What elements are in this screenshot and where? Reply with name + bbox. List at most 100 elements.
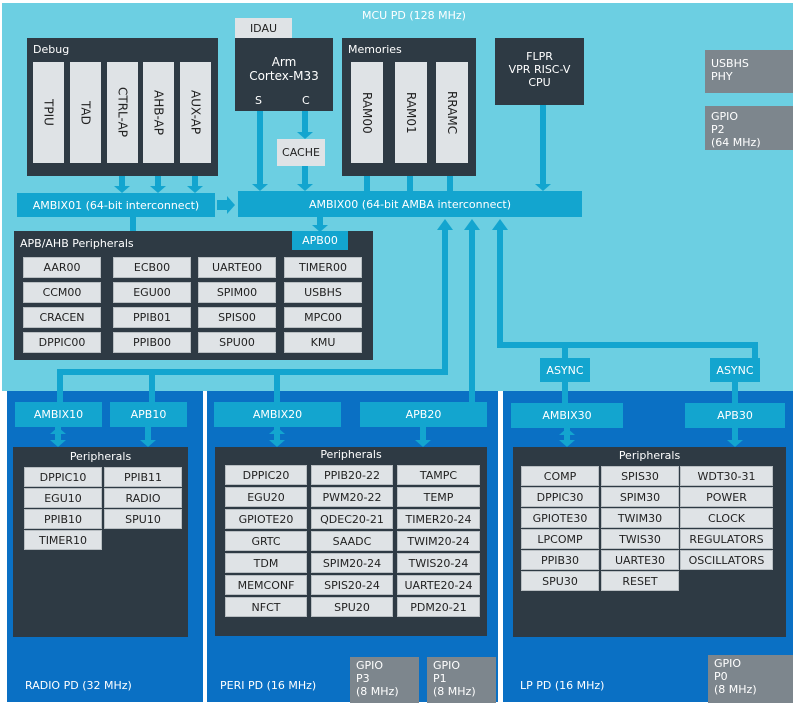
lp-peripheral: RESET xyxy=(601,571,679,591)
async-right: ASYNC xyxy=(710,358,760,382)
peri-peripheral: DPPIC20 xyxy=(225,465,307,485)
lp-peripheral: TWIM30 xyxy=(601,508,679,528)
gpio-p3-line1: GPIO xyxy=(356,659,384,672)
gpio-p1-line3: (8 MHz) xyxy=(433,685,476,698)
ambix01-to-ambix00-arrow-head xyxy=(227,196,235,214)
gpio-p2-line1: GPIO xyxy=(711,110,739,123)
peri-peripheral: SPU20 xyxy=(311,597,393,617)
lp-peripheral: CLOCK xyxy=(680,508,773,528)
apb-ahb-peripheral: KMU xyxy=(284,332,362,353)
peri-peripheral: EGU20 xyxy=(225,487,307,507)
radio-pd-label: RADIO PD (32 MHz) xyxy=(25,679,132,692)
bidirectional-arrow-head xyxy=(559,428,575,435)
apb-ahb-peripheral: CCM00 xyxy=(23,282,101,303)
radio-peripheral: RADIO xyxy=(104,488,182,508)
peri-peripherals-title: Peripherals xyxy=(320,448,382,461)
ambix30-bus: AMBIX30 xyxy=(511,403,623,428)
mcu-pd-label: MCU PD (128 MHz) xyxy=(362,9,466,22)
lp-peripheral: REGULATORS xyxy=(680,529,773,549)
apb-ahb-peripheral: USBHS xyxy=(284,282,362,303)
bus-to-peripherals-arrow-head xyxy=(415,440,431,447)
bidirectional-arrow-head xyxy=(269,427,285,434)
lp-peripherals-title: Peripherals xyxy=(618,449,681,462)
bidirectional-arrow-head xyxy=(50,427,66,434)
apb-ahb-peripheral: DPPIC00 xyxy=(23,332,101,353)
peri-peripheral: TDM xyxy=(225,553,307,573)
debug-to-ambix01-arrow-head xyxy=(187,186,203,193)
lp-peripheral: SPIM30 xyxy=(601,487,679,507)
cpu-line1: Arm xyxy=(271,55,297,69)
radio-peripheral: PPIB11 xyxy=(104,467,182,487)
apb-ahb-peripheral: SPIS00 xyxy=(198,307,276,328)
lp-peripheral: LPCOMP xyxy=(521,529,599,549)
ambix10-bus: AMBIX10 xyxy=(15,402,102,427)
apb-ahb-peripheral: SPU00 xyxy=(198,332,276,353)
gpio-p2-line3: (64 MHz) xyxy=(711,136,761,149)
cache-block: CACHE xyxy=(277,139,325,166)
apb20-link-head xyxy=(464,219,480,230)
apb10-bus: APB10 xyxy=(110,402,187,427)
bus-to-peripherals-arrow-head xyxy=(727,440,743,447)
flpr-arrow-head xyxy=(535,184,551,191)
memory-item: RAM01 xyxy=(395,62,427,163)
apb-ahb-peripheral: SPIM00 xyxy=(198,282,276,303)
cpu-line2: Cortex-M33 xyxy=(249,69,319,83)
lp-peripheral: SPU30 xyxy=(521,571,599,591)
usbhs-phy-block: USBHS PHY xyxy=(705,50,793,93)
flpr-cpu: FLPR VPR RISC-V CPU xyxy=(495,38,584,105)
gpio-p1-line1: GPIO xyxy=(433,659,461,672)
apb-ahb-peripheral: PPIB01 xyxy=(113,307,191,328)
ambix20-bus: AMBIX20 xyxy=(214,402,341,427)
lp-peripheral: TWIS30 xyxy=(601,529,679,549)
apb-ahb-peripheral: TIMER00 xyxy=(284,257,362,278)
ambix00-to-apb00-arrow-head xyxy=(312,225,328,232)
cortex-m33-cpu: Arm Cortex-M33 S C xyxy=(235,38,333,111)
bus-to-peripherals-arrow-head xyxy=(50,440,66,447)
gpio-p0-block: GPIO P0 (8 MHz) xyxy=(708,655,793,703)
peri-peripheral: TWIS20-24 xyxy=(397,553,480,573)
debug-item: AUX-AP xyxy=(180,62,211,163)
lp-peripheral: POWER xyxy=(680,487,773,507)
idau-block: IDAU xyxy=(235,18,292,38)
bus-to-peripherals-arrow-head xyxy=(559,440,575,447)
flpr-line1: FLPR xyxy=(526,50,553,63)
cache-arrow-head xyxy=(297,184,313,191)
apb20-bus: APB20 xyxy=(360,402,487,427)
debug-to-ambix01-arrow-head xyxy=(150,186,166,193)
gpio-p1-block: GPIO P1 (8 MHz) xyxy=(427,657,496,703)
debug-item: TAD xyxy=(70,62,101,163)
lp-link xyxy=(497,225,758,358)
gpio-p2-block: GPIO P2 (64 MHz) xyxy=(705,106,793,150)
gpio-p3-block: GPIO P3 (8 MHz) xyxy=(350,657,419,703)
usbhs-phy-line2: PHY xyxy=(711,70,733,83)
apb00-bus: APB00 xyxy=(292,231,348,250)
peri-peripheral: SAADC xyxy=(311,531,393,551)
apb-ahb-peripheral: MPC00 xyxy=(284,307,362,328)
cpu-c-arrow-head xyxy=(297,132,313,139)
debug-item: CTRL-AP xyxy=(107,62,138,163)
lp-peripheral: PPIB30 xyxy=(521,550,599,570)
gpio-p0-line1: GPIO xyxy=(714,657,742,670)
cpu-s-port: S xyxy=(255,94,262,107)
async-left: ASYNC xyxy=(540,358,590,382)
apb-ahb-peripheral: AAR00 xyxy=(23,257,101,278)
cpu-s-arrow-head xyxy=(252,184,268,191)
apb-ahb-title: APB/AHB Peripherals xyxy=(20,237,134,250)
peri-peripheral: TAMPC xyxy=(397,465,480,485)
lp-pd-label: LP PD (16 MHz) xyxy=(520,679,605,692)
radio-peripherals-title: Peripherals xyxy=(69,450,132,463)
gpio-p3-line3: (8 MHz) xyxy=(356,685,399,698)
debug-title: Debug xyxy=(33,43,70,56)
gpio-p3-line2: P3 xyxy=(356,672,370,685)
peri-peripheral: PWM20-22 xyxy=(311,487,393,507)
debug-to-ambix01-arrow-head xyxy=(114,186,130,193)
ambix01-bus: AMBIX01 (64-bit interconnect) xyxy=(17,193,215,217)
debug-item: AHB-AP xyxy=(143,62,174,163)
radio-peripheral: EGU10 xyxy=(24,488,102,508)
ambix01-to-ambix00-arrow xyxy=(217,200,227,210)
lp-link-head xyxy=(492,219,508,230)
memory-item: RAM00 xyxy=(351,62,383,163)
peri-peripheral: PPIB20-22 xyxy=(311,465,393,485)
peri-pd-label: PERI PD (16 MHz) xyxy=(220,679,317,692)
